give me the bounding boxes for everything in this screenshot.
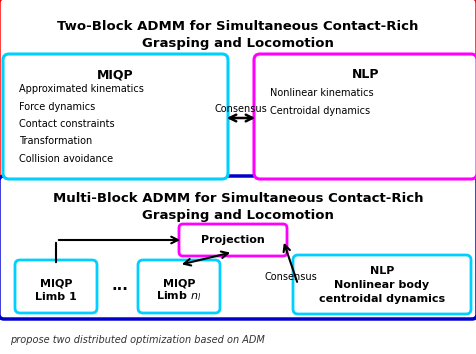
FancyBboxPatch shape — [0, 0, 476, 180]
Text: Limb 1: Limb 1 — [35, 291, 77, 302]
Text: NLP: NLP — [352, 68, 379, 81]
Text: propose two distributed optimization based on ADM: propose two distributed optimization bas… — [10, 335, 265, 345]
Text: Transformation: Transformation — [19, 137, 92, 147]
Text: centroidal dynamics: centroidal dynamics — [319, 294, 445, 304]
Text: Nonlinear kinematics: Nonlinear kinematics — [270, 88, 374, 98]
Text: NLP: NLP — [370, 266, 394, 276]
FancyBboxPatch shape — [138, 260, 220, 313]
FancyBboxPatch shape — [293, 255, 471, 314]
Text: Centroidal dynamics: Centroidal dynamics — [270, 106, 370, 116]
Text: Contact constraints: Contact constraints — [19, 119, 115, 129]
FancyBboxPatch shape — [15, 260, 97, 313]
Text: Projection: Projection — [201, 235, 265, 245]
Text: Collision avoidance: Collision avoidance — [19, 154, 113, 164]
Text: Consensus: Consensus — [215, 104, 268, 114]
FancyBboxPatch shape — [0, 176, 476, 319]
FancyBboxPatch shape — [3, 54, 228, 179]
Text: Approximated kinematics: Approximated kinematics — [19, 84, 144, 94]
Text: Force dynamics: Force dynamics — [19, 102, 95, 112]
Text: Multi-Block ADMM for Simultaneous Contact-Rich
Grasping and Locomotion: Multi-Block ADMM for Simultaneous Contac… — [53, 193, 423, 222]
Text: Limb $n_l$: Limb $n_l$ — [156, 290, 202, 303]
Text: MIQP: MIQP — [97, 68, 134, 81]
Text: Consensus: Consensus — [264, 272, 317, 281]
FancyBboxPatch shape — [254, 54, 476, 179]
Text: Nonlinear body: Nonlinear body — [335, 280, 429, 290]
Text: Two-Block ADMM for Simultaneous Contact-Rich
Grasping and Locomotion: Two-Block ADMM for Simultaneous Contact-… — [57, 21, 419, 50]
FancyBboxPatch shape — [179, 224, 287, 256]
Text: MIQP: MIQP — [40, 279, 72, 289]
Text: ...: ... — [111, 278, 129, 292]
Text: MIQP: MIQP — [163, 279, 195, 289]
